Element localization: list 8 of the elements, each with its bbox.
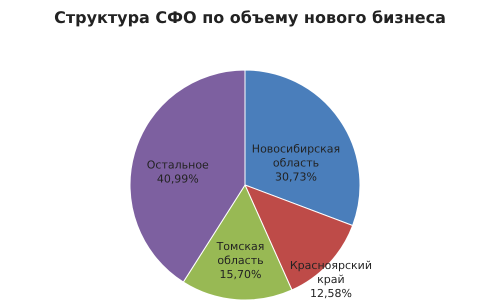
data-label: 30,73% [275,170,317,184]
slice-label: Томская область [216,240,264,267]
slice-label: Новосибирская область [252,142,340,170]
slice-label: Остальное [146,158,210,172]
chart-title: Структура СФО по объему нового бизнеса [54,8,446,27]
data-label: 40,99% [156,172,199,186]
data-label: 15,70% [220,268,262,281]
data-label: 12,58% [310,286,352,300]
